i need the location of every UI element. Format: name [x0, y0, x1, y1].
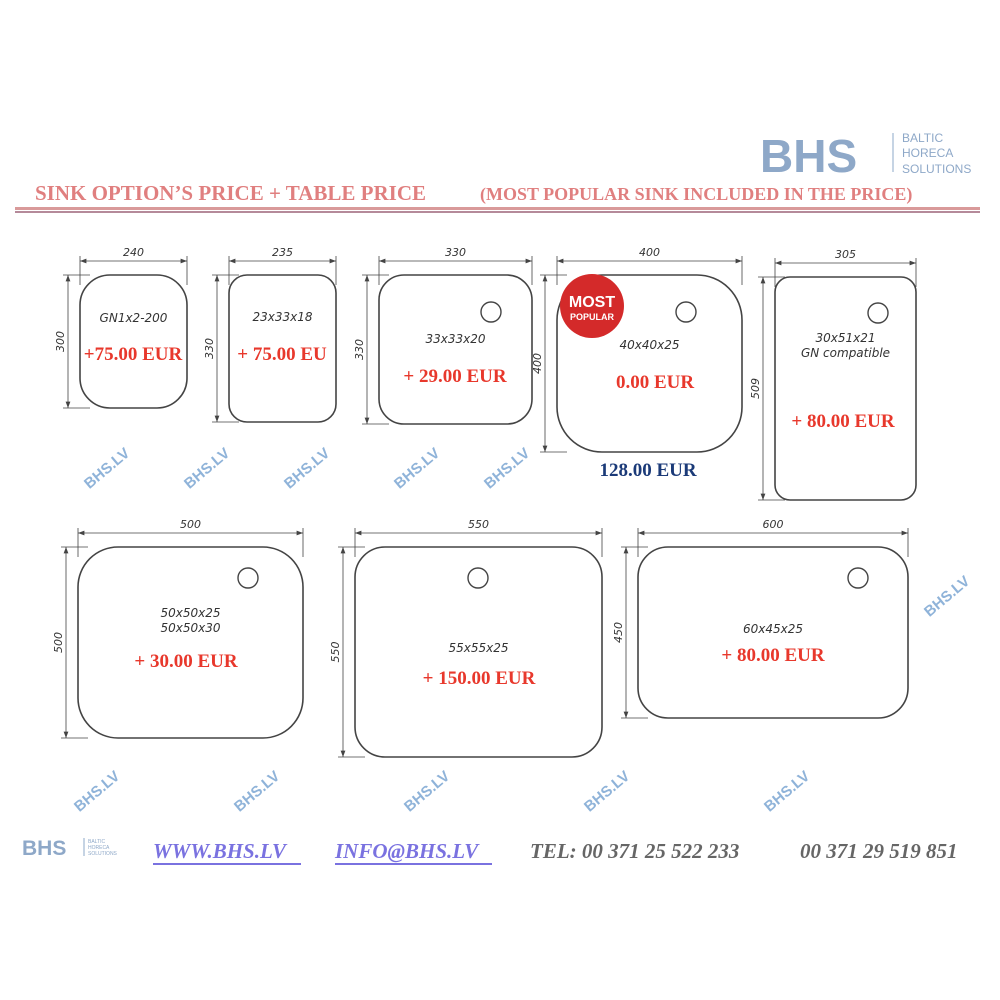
- sink-outline: [354, 546, 603, 758]
- page-title: SINK OPTION’S PRICE + TABLE PRICE: [35, 181, 426, 205]
- sink-option: 400 400 40x40x25 0.00 EUR 128.00 EUR MOSTPOPU…: [531, 246, 743, 481]
- svg-text:HORECA: HORECA: [88, 845, 110, 851]
- height-dimension: 450: [612, 622, 625, 643]
- sink-price: + 29.00 EUR: [403, 366, 506, 387]
- email-link[interactable]: INFO@BHS.LV: [334, 839, 480, 863]
- sink-outline: [228, 274, 337, 423]
- sink-price: + 80.00 EUR: [791, 411, 894, 432]
- sink-model: 55x55x25: [448, 641, 508, 655]
- sink-model: 50x50x25: [160, 606, 220, 620]
- sink-option: 550 550 55x55x25 + 150.00 EUR: [329, 518, 603, 758]
- width-dimension: 235: [272, 246, 293, 259]
- height-dimension: 500: [52, 632, 65, 653]
- tap-hole-icon: [867, 302, 889, 324]
- width-dimension: 240: [123, 246, 144, 259]
- width-dimension: 550: [468, 518, 489, 531]
- sink-model: 40x40x25: [619, 338, 679, 352]
- watermark: BHS.LV: [231, 768, 283, 816]
- sink-option: 235 330 23x33x18 + 75.00 EU: [203, 246, 337, 423]
- tap-hole-icon: [480, 301, 502, 323]
- watermark: BHS.LV: [921, 573, 973, 621]
- sink-outline: [637, 546, 909, 719]
- svg-text:BHS: BHS: [760, 130, 857, 182]
- svg-text:BALTIC: BALTIC: [88, 839, 106, 845]
- sink-price: 0.00 EUR: [616, 372, 694, 393]
- height-dimension: 300: [54, 331, 67, 352]
- svg-text:POPULAR: POPULAR: [570, 312, 615, 322]
- svg-text:SOLUTIONS: SOLUTIONS: [902, 162, 971, 176]
- footer-logo: BHS BALTIC HORECA SOLUTIONS: [22, 837, 118, 860]
- sink-option: 330 330 33x33x20 + 29.00 EUR: [353, 246, 533, 425]
- sink-price: +75.00 EUR: [84, 344, 183, 365]
- sink-price: + 150.00 EUR: [423, 668, 536, 689]
- height-dimension: 509: [749, 378, 762, 399]
- phone-2: 00 371 29 519 851: [800, 839, 958, 863]
- sink-outline: [77, 546, 304, 739]
- sink-model-2: 50x50x30: [160, 621, 220, 635]
- base-table-price: 128.00 EUR: [599, 460, 696, 481]
- title-rule: [15, 207, 980, 210]
- svg-text:HORECA: HORECA: [902, 146, 953, 160]
- svg-text:BALTIC: BALTIC: [902, 131, 943, 145]
- sink-model: 30x51x21: [815, 331, 875, 345]
- width-dimension: 500: [180, 518, 201, 531]
- phone-1: TEL: 00 371 25 522 233: [530, 839, 739, 863]
- width-dimension: 330: [445, 246, 466, 259]
- sink-outline: [556, 274, 743, 453]
- svg-text:MOST: MOST: [569, 294, 615, 311]
- width-dimension: 600: [763, 518, 784, 531]
- page-subtitle: (MOST POPULAR SINK INCLUDED IN THE PRICE…: [480, 184, 912, 205]
- tap-hole-icon: [237, 567, 259, 589]
- svg-text:BHS: BHS: [22, 837, 66, 860]
- sink-outline: [774, 276, 917, 501]
- watermark: BHS.LV: [181, 445, 233, 493]
- sink-model: 23x33x18: [252, 310, 312, 324]
- tap-hole-icon: [847, 567, 869, 589]
- watermark: BHS.LV: [761, 768, 813, 816]
- tap-hole-icon: [467, 567, 489, 589]
- watermark: BHS.LV: [401, 768, 453, 816]
- sink-model: 33x33x20: [425, 332, 485, 346]
- width-dimension: 400: [639, 246, 660, 259]
- watermark: BHS.LV: [391, 445, 443, 493]
- sink-outline: [79, 274, 188, 409]
- watermark: BHS.LV: [71, 768, 123, 816]
- height-dimension: 400: [531, 353, 544, 374]
- watermark: BHS.LV: [581, 768, 633, 816]
- width-dimension: 305: [835, 248, 856, 261]
- bhs-logo: BHS BALTIC HORECA SOLUTIONS: [760, 130, 971, 182]
- sink-price: + 30.00 EUR: [134, 651, 237, 672]
- sink-model-2: GN compatible: [801, 346, 890, 360]
- sink-model: GN1x2-200: [100, 311, 168, 325]
- watermark: BHS.LV: [281, 445, 333, 493]
- height-dimension: 330: [353, 339, 366, 360]
- sink-price: + 80.00 EUR: [721, 645, 824, 666]
- height-dimension: 330: [203, 338, 216, 359]
- sink-price: + 75.00 EU: [237, 344, 327, 365]
- sink-outline: [378, 274, 533, 425]
- sink-option: 240 300 GN1x2-200 +75.00 EUR: [54, 246, 188, 409]
- watermark: BHS.LV: [81, 445, 133, 493]
- height-dimension: 550: [329, 642, 342, 663]
- svg-text:SOLUTIONS: SOLUTIONS: [88, 851, 118, 857]
- website-link[interactable]: WWW.BHS.LV: [153, 839, 288, 863]
- tap-hole-icon: [675, 301, 697, 323]
- watermark: BHS.LV: [481, 445, 533, 493]
- sink-model: 60x45x25: [743, 622, 803, 636]
- sink-option: 600 450 60x45x25 + 80.00 EUR: [612, 518, 909, 719]
